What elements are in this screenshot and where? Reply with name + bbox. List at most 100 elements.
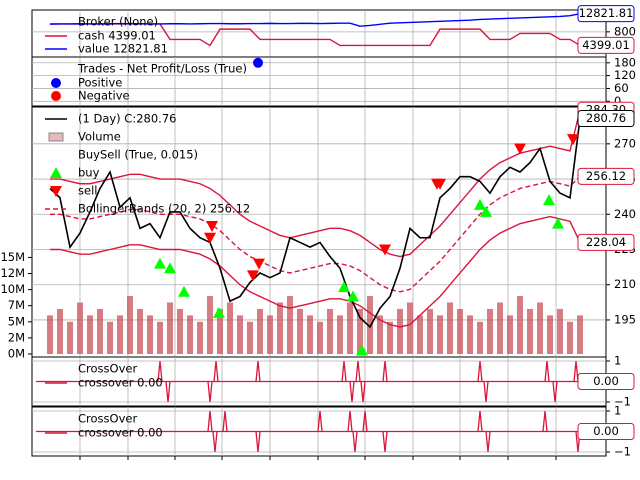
volume-bar — [347, 302, 353, 354]
volume-bar — [157, 321, 163, 354]
sell-marker — [514, 143, 526, 155]
last-value-box — [577, 110, 635, 128]
volume-bar — [197, 321, 203, 354]
last-value-box — [577, 5, 635, 23]
crossover-spike — [341, 360, 347, 382]
volume-bar — [367, 296, 373, 354]
crossover-spike — [382, 360, 388, 382]
volume-bar — [447, 302, 453, 354]
volume-bar — [557, 308, 563, 354]
last-value-box — [577, 373, 635, 390]
crossover-spike — [360, 381, 366, 403]
series-line — [50, 110, 581, 258]
volume-bar — [567, 321, 573, 354]
volume-bar — [497, 302, 503, 354]
panel-title: Broker (None) — [78, 15, 158, 29]
y2-tick-label: 15M — [0, 250, 25, 264]
crossover-spike — [483, 381, 489, 403]
last-value-box — [577, 167, 635, 185]
crossover-spike — [222, 410, 228, 432]
volume-bar — [127, 296, 133, 354]
volume-bar — [57, 308, 63, 354]
series-line — [50, 215, 581, 328]
crossover-spike — [573, 360, 579, 382]
series-line — [49, 118, 581, 329]
sell-marker — [253, 258, 265, 270]
buy-marker — [543, 194, 555, 206]
y-tick-label: 800 — [614, 24, 636, 38]
y-tick-label: 195 — [614, 312, 636, 326]
y2-tick-label: 7M — [8, 298, 25, 312]
y2-tick-label: 5M — [8, 314, 25, 328]
y-tick-label: 240 — [614, 207, 636, 221]
crossover-spike — [544, 360, 550, 382]
y2-tick-label: 2M — [8, 330, 25, 344]
volume-bar — [267, 315, 273, 354]
volume-bar — [317, 321, 323, 354]
y-tick-label: 210 — [614, 277, 636, 291]
legend-label: (1 Day) C:280.76 — [78, 112, 176, 126]
last-value-label: 256.12 — [586, 169, 626, 183]
legend-label: cash 4399.01 — [78, 29, 156, 43]
legend-swatch — [51, 78, 61, 88]
last-value-label: 0.00 — [593, 374, 619, 388]
buy-marker — [356, 344, 368, 356]
volume-bar — [287, 296, 293, 354]
volume-bar — [67, 321, 73, 354]
buy-marker — [213, 306, 225, 318]
legend-label: Positive — [78, 76, 122, 90]
volume-bar — [457, 308, 463, 354]
sell-marker — [567, 134, 579, 146]
sell-marker — [247, 270, 259, 282]
trade-dot — [253, 57, 263, 68]
volume-bar — [147, 315, 153, 354]
crossover-spike — [477, 360, 483, 382]
volume-bar — [217, 308, 223, 354]
crossover-spike — [542, 410, 548, 432]
buy-marker — [164, 262, 176, 274]
volume-bar — [257, 308, 263, 354]
buy-marker — [474, 198, 486, 210]
volume-bar — [427, 308, 433, 354]
volume-bar — [97, 308, 103, 354]
panel-title: Trades - Net Profit/Loss (True) — [77, 62, 247, 76]
crossover-spike — [165, 381, 171, 403]
volume-bar — [137, 308, 143, 354]
legend-swatch — [50, 186, 62, 197]
crossover-spike — [355, 360, 361, 382]
legend-swatch — [48, 132, 64, 142]
last-value-label: 280.76 — [586, 111, 626, 125]
crossover-spike — [349, 381, 355, 403]
legend-label: crossover 0.00 — [78, 376, 163, 390]
crossover-spike — [213, 360, 219, 382]
legend-label: sell — [78, 184, 97, 198]
y-tick-label: 270 — [614, 136, 636, 150]
last-value-box — [577, 36, 635, 54]
volume-bar — [527, 308, 533, 354]
crossover-spike — [347, 410, 353, 432]
panel-title: CrossOver — [78, 412, 137, 426]
volume-bar — [577, 315, 583, 354]
volume-bar — [517, 296, 523, 354]
legend-label: crossover 0.00 — [78, 426, 163, 440]
legend-swatch — [50, 167, 62, 178]
last-value-box — [577, 233, 635, 251]
crossover-spike — [317, 410, 323, 432]
volume-bar — [297, 308, 303, 354]
panel-frame — [31, 56, 607, 107]
volume-bar — [77, 302, 83, 354]
volume-bar — [437, 315, 443, 354]
crossover-spike — [477, 410, 483, 432]
y-tick-label: 0 — [614, 94, 621, 108]
crossover-spike — [382, 431, 388, 453]
y-tick-label: −1 — [614, 444, 631, 458]
crossover-spike — [255, 360, 261, 382]
volume-bar — [467, 315, 473, 354]
last-value-label: 4399.01 — [582, 38, 630, 52]
volume-bar — [377, 315, 383, 354]
volume-bar — [337, 315, 343, 354]
volume-bar — [397, 308, 403, 354]
buy-marker — [154, 257, 166, 269]
y2-tick-label: 12M — [0, 266, 25, 280]
